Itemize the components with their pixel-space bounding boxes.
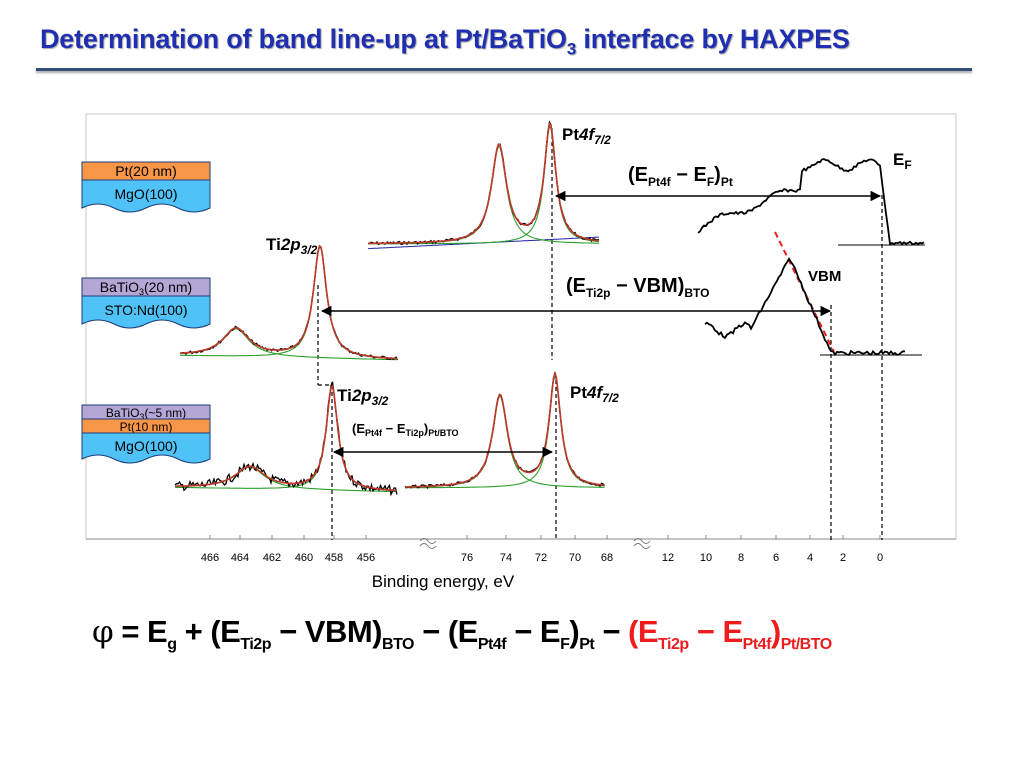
label-vbm: VBM xyxy=(808,268,841,285)
ti-tick-462: 462 xyxy=(263,552,281,564)
vb-tick-12: 12 xyxy=(662,552,674,564)
pt-tick-70: 70 xyxy=(569,552,581,564)
stack-2-label-2: STO:Nd(100) xyxy=(105,302,188,318)
axis-break-1 xyxy=(419,538,437,549)
label-arrow-pt: (EPt4f − EF)Pt xyxy=(628,164,733,189)
slide-title: Determination of band line-up at Pt/BaTi… xyxy=(40,24,850,59)
ti2p-middle-component-2 xyxy=(180,245,398,360)
pt4f-top-component-1 xyxy=(368,145,599,245)
vbm-extrapolation-line xyxy=(774,231,835,353)
pt-tick-68: 68 xyxy=(601,552,613,564)
label-arrow-bto: (ETi2p − VBM)BTO xyxy=(566,275,709,300)
spectra-group xyxy=(174,120,925,497)
plot-frame xyxy=(85,113,957,540)
label-pt4f-top: Pt4f7/2 xyxy=(562,125,611,147)
stack-2-label-1: BaTiO3(20 nm) xyxy=(100,279,192,297)
stack-1-label-1: Pt(20 nm) xyxy=(115,163,176,179)
label-ti2p-middle: Ti2p3/2 xyxy=(266,235,318,257)
pt4f-top-component-2 xyxy=(368,125,600,245)
label-arrow-ptbto: (EPt4f − ETi2p)Pt/BTO xyxy=(352,421,459,438)
pt-tick-72: 72 xyxy=(535,552,547,564)
label-pt4f-bottom: Pt4f7/2 xyxy=(570,383,619,405)
valence-band-pt xyxy=(697,158,925,246)
stack-3-label-2: Pt(10 nm) xyxy=(120,420,173,434)
vb-tick-10: 10 xyxy=(700,552,712,564)
x-tick-labels: 466 464 462 460 458 456 76 74 72 70 68 12 10 8 6 4 2 0 xyxy=(201,535,883,564)
ti-tick-458: 458 xyxy=(325,552,343,564)
ti2p-middle-fit xyxy=(179,244,398,360)
pt4f-bottom-fit xyxy=(405,370,605,488)
stack-3-label-1: BaTiO3(~5 nm) xyxy=(106,406,186,422)
reference-lines xyxy=(317,128,883,540)
stack-1-label-2: MgO(100) xyxy=(114,186,177,202)
pt-tick-76: 76 xyxy=(461,552,473,564)
stack-1-layer-2 xyxy=(81,179,211,213)
ti-tick-456: 456 xyxy=(357,552,375,564)
stack-3-label-3: MgO(100) xyxy=(114,438,177,454)
axis-break-2 xyxy=(633,538,651,549)
label-ef: EF xyxy=(893,150,912,172)
valence-band-bto xyxy=(704,257,906,357)
vb-tick-0: 0 xyxy=(877,552,883,564)
title-subscript: 3 xyxy=(566,39,577,59)
work-function-formula: φ = Eg + (ETi2p − VBM)BTO − (EPt4f − EF)… xyxy=(92,614,832,654)
vb-tick-2: 2 xyxy=(840,552,846,564)
title-underline xyxy=(36,68,972,71)
ti-tick-460: 460 xyxy=(295,552,313,564)
x-axis-label: Binding energy, eV xyxy=(372,572,515,591)
pt4f-top-fit xyxy=(368,121,600,245)
title-main: Determination of band line-up at Pt/BaTi… xyxy=(40,24,567,54)
vb-tick-6: 6 xyxy=(773,552,779,564)
pt-tick-74: 74 xyxy=(500,552,512,564)
vb-tick-8: 8 xyxy=(738,552,744,564)
title-tail: interface by HAXPES xyxy=(576,24,850,54)
ti2p-middle-data xyxy=(179,245,399,361)
sample-stacks: Pt(20 nm) MgO(100) BaTiO3(20 nm) STO:Nd(100… xyxy=(81,161,211,464)
stack-2-layer-2 xyxy=(81,295,211,329)
vb-tick-4: 4 xyxy=(807,552,813,564)
label-ti2p-bottom: Ti2p3/2 xyxy=(337,386,389,408)
ti-tick-466: 466 xyxy=(201,552,219,564)
ti2p-bottom-fit xyxy=(175,384,398,492)
ti-tick-464: 464 xyxy=(231,552,249,564)
stack-3-layer-3 xyxy=(81,432,211,464)
